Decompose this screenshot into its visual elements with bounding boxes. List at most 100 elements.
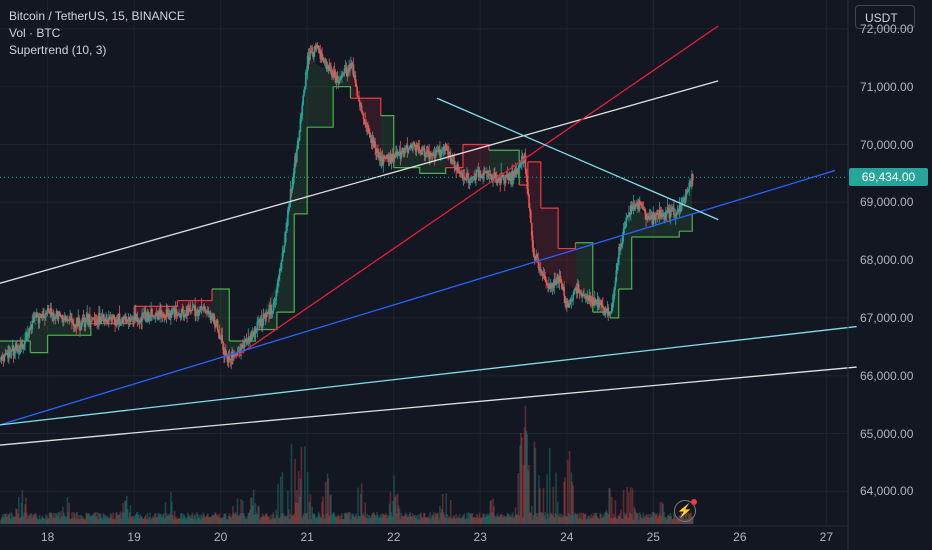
candle-body	[495, 179, 498, 184]
candle-body	[601, 305, 603, 307]
candle-body	[327, 64, 330, 68]
volume-bar	[549, 512, 552, 524]
candle-body	[372, 137, 375, 147]
candle-body	[593, 300, 595, 306]
lightning-icon[interactable]: ⚡	[674, 499, 697, 522]
candle-body	[516, 169, 519, 173]
volume-bar	[116, 512, 118, 524]
candle-body	[545, 280, 547, 283]
candle-body	[549, 283, 552, 289]
candle-body	[305, 72, 307, 87]
candle-body	[138, 320, 141, 324]
volume-bar	[465, 518, 467, 524]
volume-bar	[314, 518, 317, 524]
volume-bar	[340, 515, 342, 524]
candle-body	[71, 322, 74, 324]
volume-bar	[459, 519, 462, 524]
volume-bar	[20, 502, 23, 524]
symbol-title[interactable]: Bitcoin / TetherUS, 15, BINANCE	[9, 9, 185, 23]
candle-body	[244, 338, 247, 341]
volume-bar	[184, 517, 187, 524]
candle-body	[14, 348, 16, 352]
volume-bar	[433, 517, 436, 524]
candle-body	[533, 255, 536, 259]
volume-bar	[306, 472, 309, 524]
volume-bar	[324, 482, 327, 524]
candle-body	[175, 308, 178, 316]
candle-body	[26, 333, 29, 336]
volume-bar	[188, 515, 190, 524]
candle-body	[679, 205, 682, 212]
volume-bar	[471, 513, 474, 524]
candle-body	[557, 279, 560, 283]
candle-body	[188, 309, 191, 311]
volume-bar	[349, 512, 351, 524]
volume-bar	[148, 517, 151, 524]
volume-bar	[151, 518, 153, 524]
volume-bar	[602, 514, 604, 524]
candle-body	[571, 299, 574, 301]
volume-bar	[16, 509, 18, 524]
candle-body	[294, 155, 296, 169]
candle-body	[283, 245, 286, 253]
volume-bar	[280, 513, 283, 524]
volume-bar	[318, 513, 321, 524]
volume-bar	[441, 493, 444, 524]
candle-body	[341, 72, 344, 75]
supertrend-line	[333, 86, 352, 99]
volume-bar	[315, 516, 318, 524]
volume-bar	[127, 518, 130, 524]
volume-bar	[575, 514, 578, 524]
candle-body	[212, 313, 214, 316]
candle-body	[349, 65, 351, 69]
last-price-tag: 69,434.00	[849, 168, 928, 187]
candle-body	[432, 153, 435, 156]
candle-body	[28, 328, 31, 335]
currency-button[interactable]: USDT	[855, 5, 915, 29]
candle-body	[544, 275, 547, 281]
candle-body	[583, 294, 585, 297]
volume-bar	[294, 458, 296, 524]
candle-body	[197, 310, 200, 317]
candle-body	[169, 312, 171, 318]
volume-bar	[339, 519, 341, 524]
volume-bar	[288, 519, 291, 524]
time-axis-label: 27	[819, 530, 834, 544]
candle-body	[210, 318, 213, 321]
candle-body	[654, 215, 656, 221]
volume-bar	[97, 519, 99, 524]
volume-bar	[29, 512, 32, 524]
volume-bar	[131, 516, 133, 524]
candle-body	[54, 315, 57, 319]
volume-bar	[449, 517, 451, 524]
candle-body	[587, 295, 590, 302]
volume-bar	[525, 430, 528, 524]
candle-body	[503, 175, 505, 181]
candle-body	[130, 317, 133, 320]
volume-bar	[544, 512, 547, 524]
candle-body	[319, 50, 322, 59]
candle-body	[457, 163, 459, 170]
candle-body	[546, 282, 548, 286]
candle-body	[325, 61, 328, 69]
volume-bar	[316, 517, 319, 524]
volume-bar	[531, 519, 534, 524]
candle-body	[599, 301, 601, 303]
supertrend-indicator-label[interactable]: Supertrend (10, 3)	[9, 43, 107, 57]
volume-bar	[211, 514, 214, 524]
candle-body	[194, 305, 196, 317]
volume-indicator-label[interactable]: Vol · BTC	[9, 26, 61, 40]
candle-body	[440, 151, 442, 158]
candle-body	[397, 152, 400, 154]
volume-bar	[167, 513, 169, 524]
candle-body	[596, 299, 599, 303]
candle-body	[687, 190, 690, 192]
candle-body	[428, 152, 430, 160]
candle-body	[512, 171, 514, 180]
volume-bar	[615, 518, 618, 524]
candle-body	[5, 353, 7, 355]
candle-body	[605, 308, 608, 312]
candle-body	[598, 302, 601, 308]
candle-body	[50, 308, 52, 315]
